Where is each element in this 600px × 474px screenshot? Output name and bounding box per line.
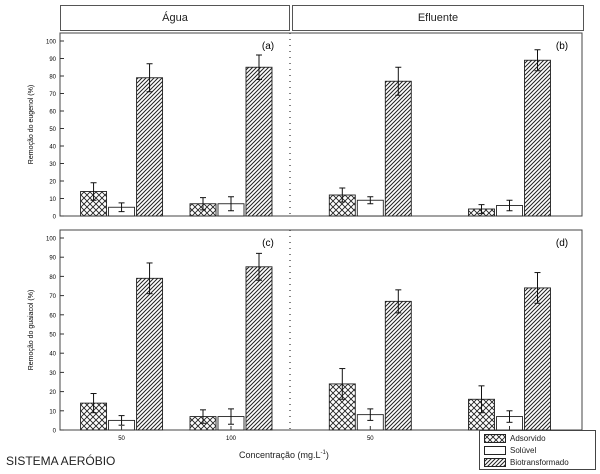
y-tick-label: 90 — [49, 256, 56, 262]
y-axis-label: Remoção do guaiacol (%) — [28, 290, 35, 371]
y-tick-label: 50 — [49, 333, 56, 339]
bar-biotransformado — [384, 300, 412, 431]
panel-label: (a) — [262, 41, 274, 52]
y-axis-label: Remoção do eugenol (%) — [28, 85, 35, 164]
x-tick-label: 50 — [367, 436, 374, 442]
header-efluente: Efluente — [292, 5, 584, 31]
x-axis-label-sup: -1 — [320, 450, 326, 456]
legend-item-adsorvido: Adsorvido — [480, 433, 595, 445]
system-caption: SISTEMA AERÓBIO — [6, 454, 116, 468]
y-tick-label: 0 — [53, 429, 57, 435]
bar-biotransformado — [136, 277, 164, 431]
y-tick-label: 60 — [49, 110, 56, 116]
y-tick-label: 70 — [49, 92, 56, 98]
chart-panel: (b) — [328, 41, 568, 217]
y-tick-label: 100 — [46, 237, 57, 243]
y-tick-label: 50 — [49, 127, 56, 133]
plot-frame-bottom — [59, 229, 583, 431]
legend: Adsorvido Solúvel Biotransformado — [479, 430, 596, 470]
legend-item-biotransformado: Biotransformado — [480, 457, 595, 469]
x-axis-label-text: Concentração (mg.L — [239, 450, 321, 460]
bar-biotransformado — [524, 287, 551, 431]
bar-biotransformado — [524, 59, 551, 217]
y-tick-label: 100 — [46, 40, 57, 46]
bar-biotransformado — [136, 77, 164, 217]
panel-label: (d) — [556, 238, 568, 249]
panel-label: (b) — [556, 41, 568, 52]
legend-swatch-crosshatch — [484, 434, 506, 443]
bar-biotransformado — [245, 66, 273, 217]
y-tick-label: 30 — [49, 162, 56, 168]
y-tick-label: 20 — [49, 390, 56, 396]
legend-item-soluvel: Solúvel — [480, 445, 595, 457]
header-agua: Água — [60, 5, 290, 31]
x-tick-label: 100 — [226, 436, 237, 442]
y-tick-label: 60 — [49, 313, 56, 319]
y-tick-label: 10 — [49, 409, 56, 415]
x-axis-label-close: ) — [325, 450, 329, 460]
y-tick-label: 70 — [49, 294, 56, 300]
legend-swatch-diagonal — [484, 458, 506, 467]
y-tick-label: 40 — [49, 352, 56, 358]
y-tick-label: 10 — [49, 197, 56, 203]
y-tick-label: 30 — [49, 371, 56, 377]
legend-swatch-plain — [484, 446, 506, 455]
y-tick-label: 80 — [49, 75, 56, 81]
bar-biotransformado — [245, 266, 273, 431]
y-tick-label: 90 — [49, 57, 56, 63]
plot-frame-top — [59, 32, 583, 217]
chart-panel: (c) 0 10 20 30 40 50 60 70 80 90 100 Remoção do guai… — [28, 237, 274, 443]
legend-label: Solúvel — [510, 446, 537, 455]
y-tick-label: 40 — [49, 145, 56, 151]
panel-label: (c) — [262, 238, 274, 249]
y-tick-label: 0 — [53, 215, 57, 221]
x-axis-label: Concentração (mg.L-1) — [239, 450, 329, 460]
legend-label: Biotransformado — [510, 458, 569, 467]
y-tick-label: 20 — [49, 180, 56, 186]
chart-panel: (a) 0 10 20 30 40 50 60 70 80 90 100 Remoção do euge… — [28, 40, 274, 221]
bar-adsorvido — [80, 191, 108, 217]
x-tick-label: 50 — [118, 436, 125, 442]
legend-label: Adsorvido — [510, 434, 546, 443]
bar-biotransformado — [384, 80, 412, 217]
y-tick-label: 80 — [49, 275, 56, 281]
